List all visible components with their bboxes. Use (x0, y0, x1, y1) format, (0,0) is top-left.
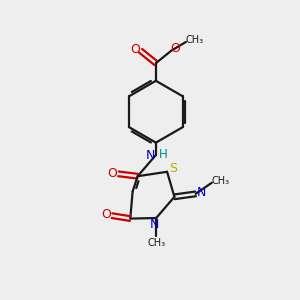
Text: CH₃: CH₃ (211, 176, 229, 186)
Text: N: N (150, 218, 159, 231)
Text: S: S (169, 162, 178, 175)
Text: O: O (108, 167, 118, 180)
Text: O: O (171, 42, 181, 55)
Text: O: O (130, 43, 140, 56)
Text: CH₃: CH₃ (147, 238, 165, 248)
Text: CH₃: CH₃ (185, 34, 203, 45)
Text: O: O (101, 208, 111, 221)
Text: N: N (146, 149, 155, 162)
Text: H: H (159, 148, 168, 161)
Text: N: N (197, 186, 206, 199)
